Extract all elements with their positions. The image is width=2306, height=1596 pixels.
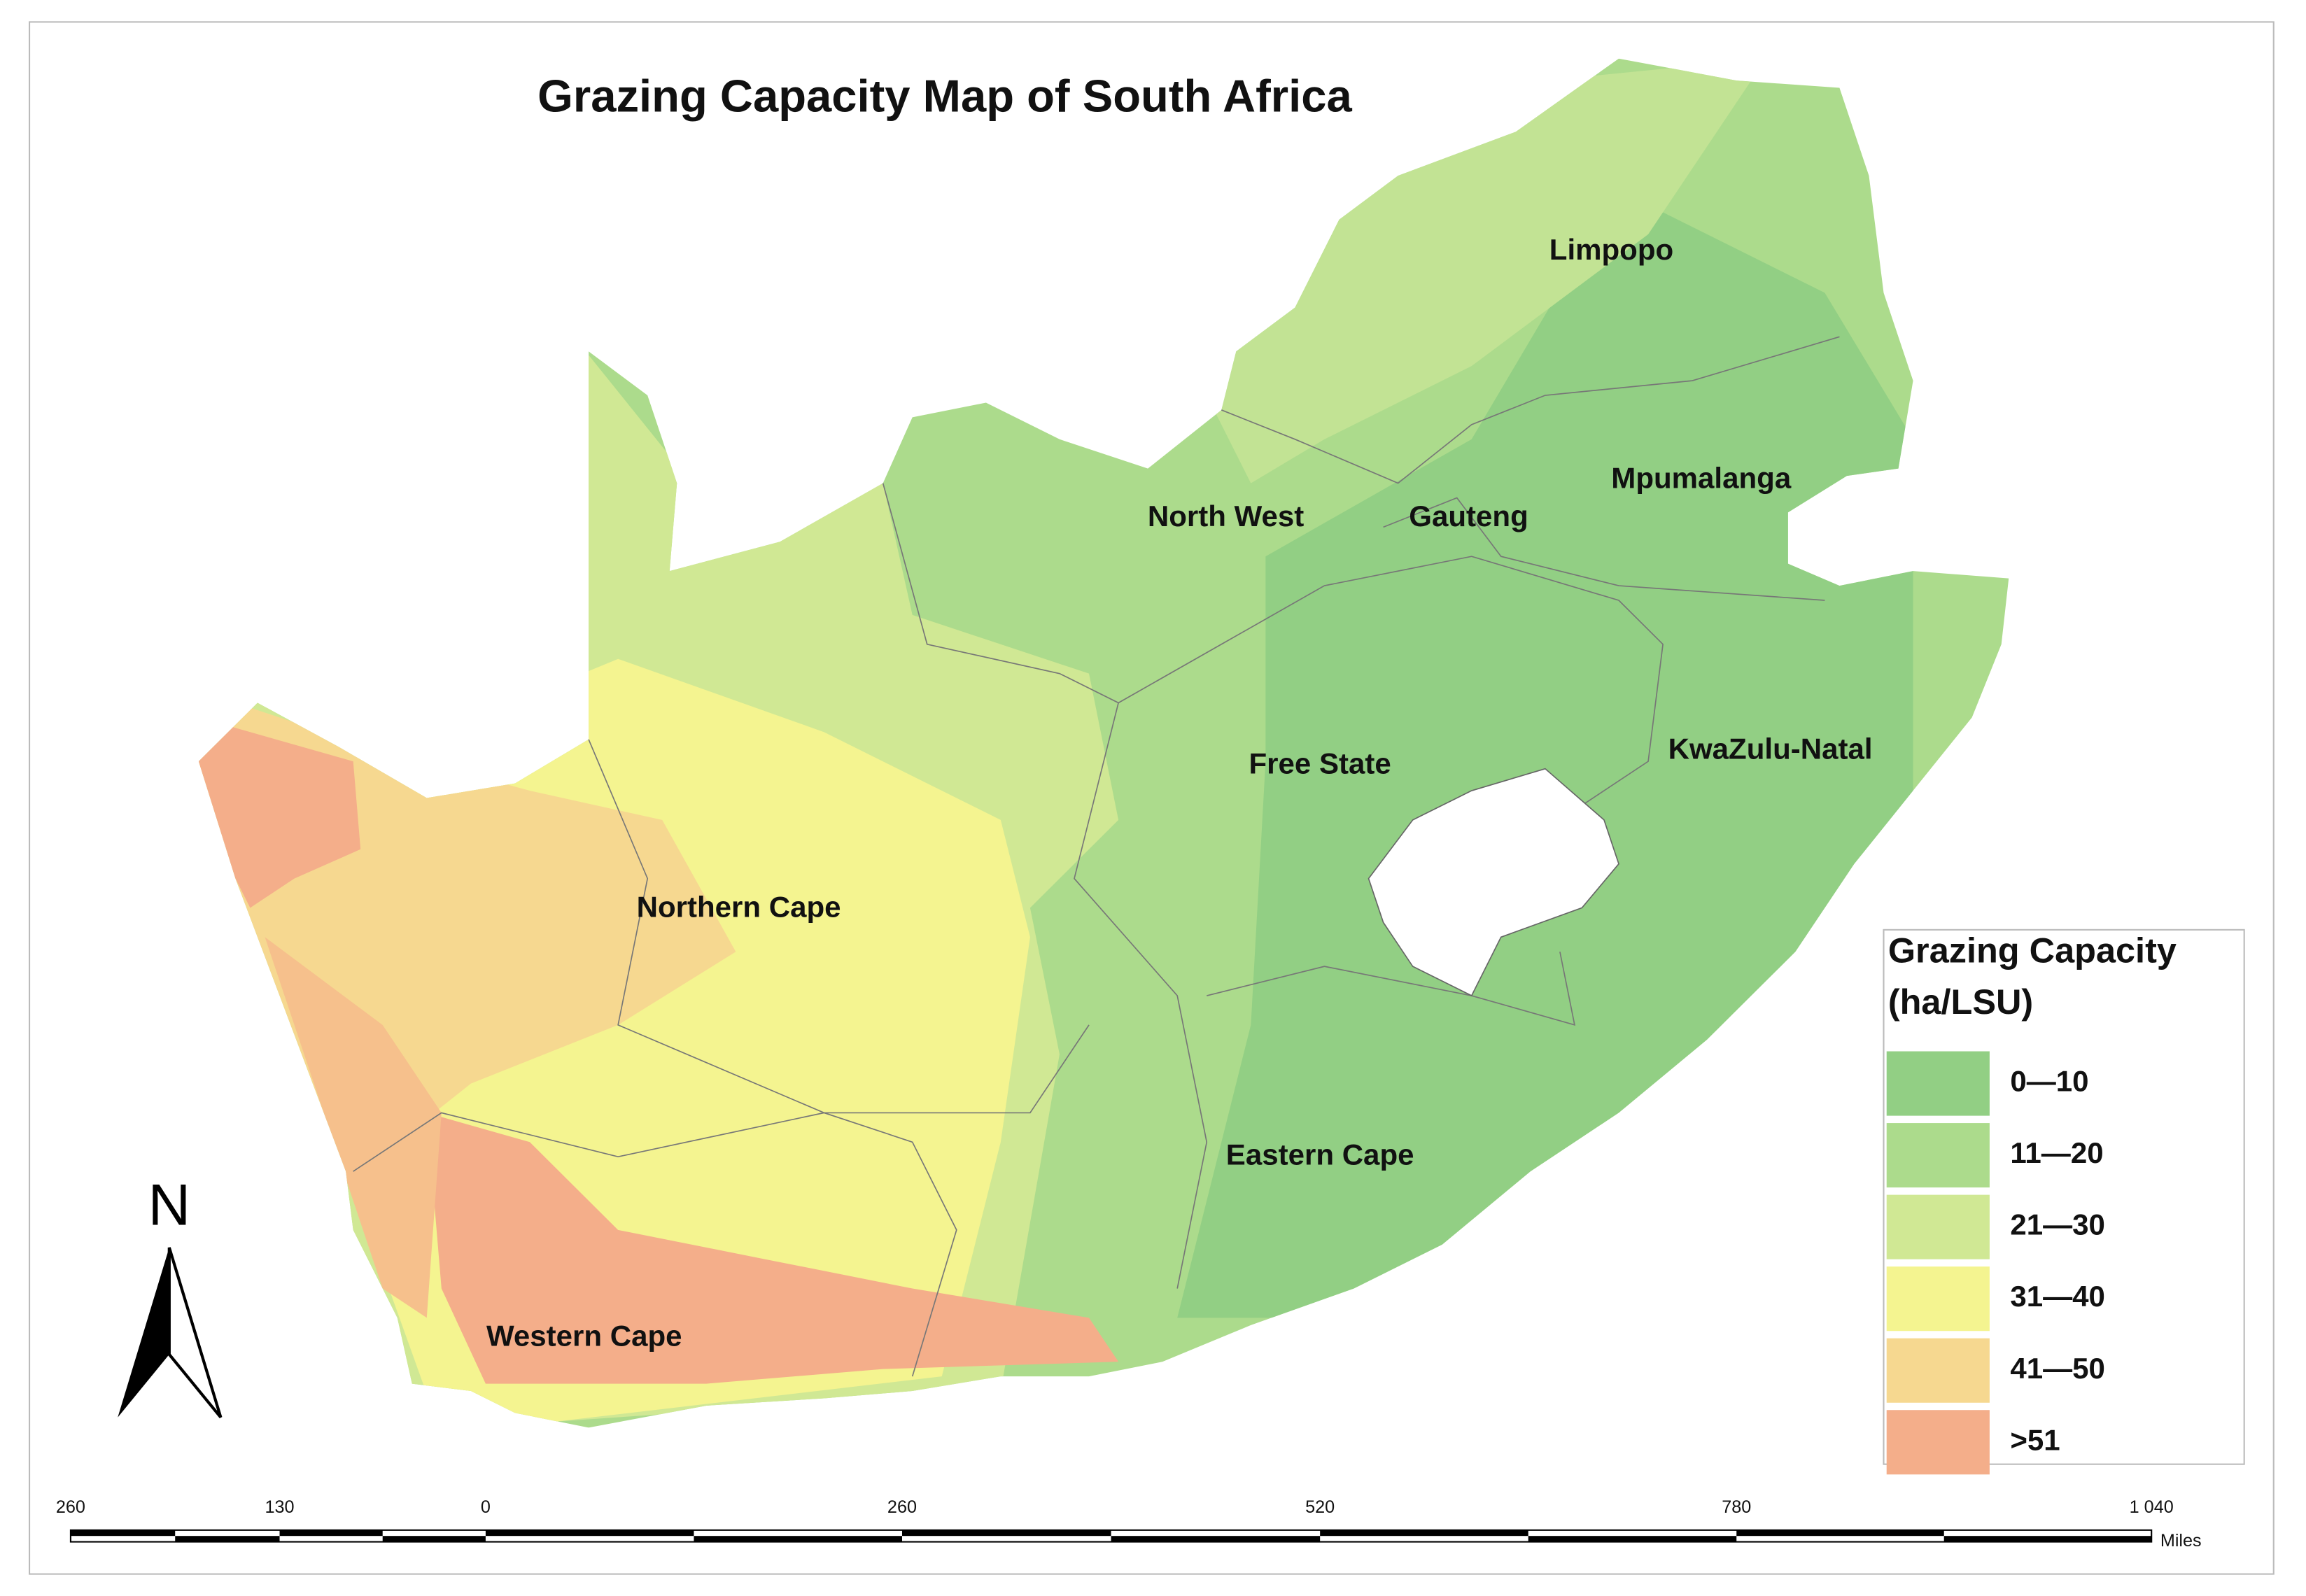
scale-segment [70, 1530, 176, 1537]
labels: Grazing Capacity Map of South Africa Limp… [148, 71, 1872, 1353]
legend-swatch [1886, 1123, 1990, 1188]
scale-segment [694, 1536, 902, 1542]
province-borders [353, 336, 1840, 1377]
map-title: Grazing Capacity Map of South Africa [537, 71, 1352, 122]
legend-swatch [1886, 1266, 1990, 1332]
scale-label: 130 [265, 1497, 294, 1517]
region-label: Western Cape [486, 1320, 682, 1353]
legend-label: 31—40 [2010, 1280, 2105, 1313]
region-label: Limpopo [1549, 233, 1673, 266]
zone [426, 1113, 1119, 1384]
legend-label: 41—50 [2010, 1352, 2105, 1385]
legend-label: 0—10 [2010, 1065, 2088, 1098]
lesotho [1368, 768, 1619, 997]
scale-segment [1528, 1536, 1737, 1542]
region-label: Eastern Cape [1226, 1138, 1414, 1171]
scale-outline [69, 1529, 2153, 1543]
scale-label: 780 [1722, 1497, 1751, 1517]
scale-segment [382, 1536, 486, 1542]
scale-label: 1 040 [2130, 1497, 2174, 1517]
zone [265, 937, 442, 1318]
scale-unit: Miles [2160, 1531, 2202, 1551]
scale-segment [1943, 1536, 2152, 1542]
scale-segment [1111, 1536, 1321, 1542]
legend-swatch [1886, 1194, 1990, 1259]
north-arrow-right [167, 1247, 223, 1419]
region-label: North West [1148, 500, 1304, 532]
region-label: Mpumalanga [1611, 462, 1792, 495]
north-label: N [148, 1172, 190, 1238]
scale-label: 260 [56, 1497, 85, 1517]
scale-segment [279, 1530, 383, 1537]
scale-bar: 260 130 0 260 520 780 1 040 Miles [56, 1497, 2202, 1551]
scale-segment [1320, 1530, 1528, 1537]
region-label: Gauteng [1409, 500, 1528, 532]
scale-segment [175, 1536, 280, 1542]
scale-label: 260 [887, 1497, 917, 1517]
legend-swatch [1886, 1410, 1990, 1475]
legend-swatch [1886, 1338, 1990, 1403]
legend-title: Grazing Capacity [1888, 931, 2177, 970]
zone [1177, 58, 1766, 483]
legend-label: 11—20 [2010, 1136, 2103, 1169]
region-label: Northern Cape [637, 891, 841, 924]
scale-segment [901, 1530, 1111, 1537]
legend-units: (ha/LSU) [1888, 982, 2033, 1022]
scale-segment [1736, 1530, 1944, 1537]
scale-label: 520 [1305, 1497, 1335, 1517]
scale-label: 0 [481, 1497, 491, 1517]
legend-label: >51 [2010, 1423, 2060, 1456]
region-label: Free State [1249, 747, 1391, 780]
legend-swatch [1886, 1051, 1990, 1116]
legend-label: 21—30 [2010, 1208, 2105, 1241]
scale-segment [485, 1530, 694, 1537]
region-label: KwaZulu-Natal [1668, 733, 1873, 765]
legend: Grazing Capacity (ha/LSU) 0—10 11—20 21—30 31… [1886, 931, 2177, 1475]
